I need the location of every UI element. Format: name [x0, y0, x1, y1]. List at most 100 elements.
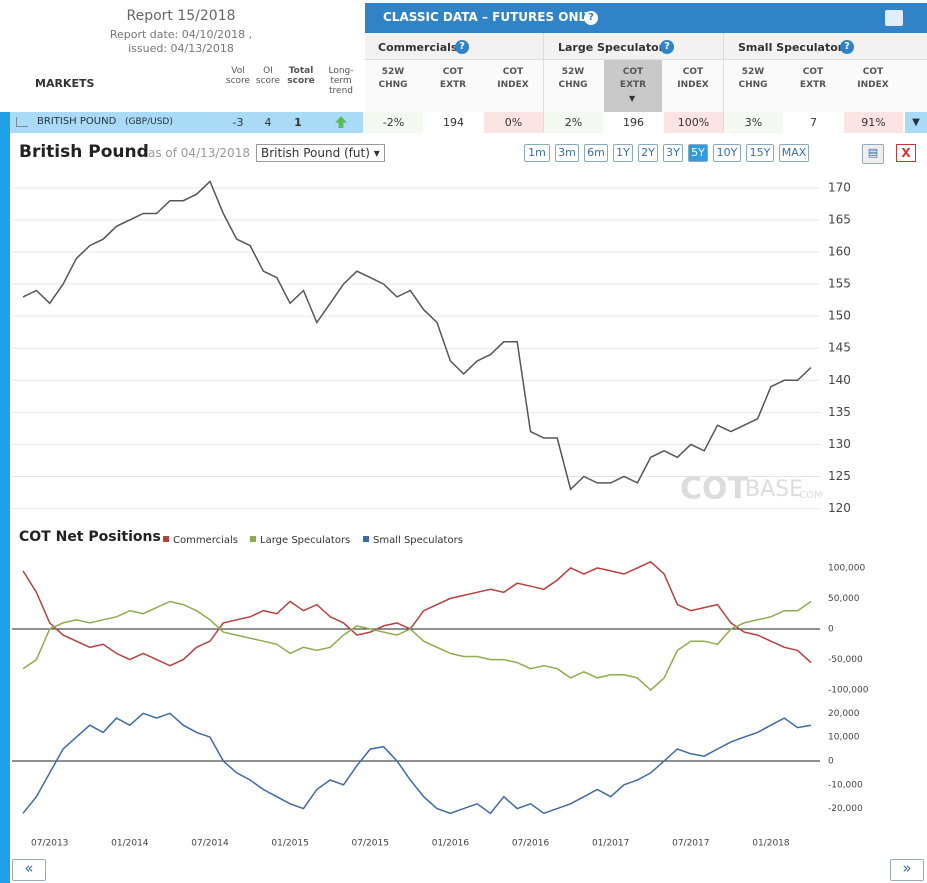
- range-button[interactable]: 3m: [555, 144, 579, 162]
- print-icon[interactable]: [885, 10, 903, 26]
- oi-score: 4: [264, 116, 272, 129]
- range-button[interactable]: 1Y: [613, 144, 633, 162]
- x-tick-label: 07/2013: [31, 839, 68, 849]
- y-tick-label: 125: [828, 469, 851, 483]
- nav-prev[interactable]: «: [12, 859, 46, 881]
- column-header[interactable]: COT: [502, 67, 524, 77]
- line-series: [22, 600, 812, 692]
- range-button[interactable]: 1m: [524, 144, 550, 162]
- legend-swatch: [250, 536, 256, 542]
- select-arrow: ▾: [369, 146, 380, 160]
- column-header[interactable]: 52W: [381, 67, 405, 77]
- score-header: OI: [263, 66, 273, 76]
- sorted-column: [604, 60, 662, 112]
- watermark: COT: [680, 472, 749, 507]
- range-button[interactable]: 5Y: [688, 144, 708, 162]
- market-name: BRITISH POUND: [37, 116, 117, 127]
- help-icon[interactable]: ?: [660, 40, 674, 54]
- column-header[interactable]: EXTR: [619, 80, 647, 90]
- y-tick-label: -10,000: [828, 780, 863, 790]
- watermark: .COM: [796, 490, 823, 501]
- column-header[interactable]: COT: [682, 67, 704, 77]
- watermark: BASE: [745, 477, 803, 502]
- print-icon: ▤: [862, 144, 884, 164]
- as-of: as of 04/13/2018: [148, 146, 250, 160]
- column-header[interactable]: 52W: [561, 67, 585, 77]
- data-cell: 0%: [484, 112, 543, 133]
- group-name: Small Speculators: [738, 41, 850, 54]
- row-bg: [10, 112, 363, 133]
- line-series: [22, 180, 812, 491]
- range-button[interactable]: 15Y: [746, 144, 774, 162]
- y-tick-label: -20,000: [828, 804, 863, 814]
- help-icon[interactable]: ?: [840, 40, 854, 54]
- data-cell: 196: [604, 112, 663, 133]
- help-icon[interactable]: ?: [455, 40, 469, 54]
- data-cell: 2%: [544, 112, 603, 133]
- legend-label: Large Speculators: [260, 535, 350, 546]
- y-tick-label: 130: [828, 437, 851, 451]
- data-cell: 100%: [664, 112, 723, 133]
- range-button[interactable]: 2Y: [638, 144, 658, 162]
- total-score: 1: [294, 116, 302, 129]
- x-tick-label: 01/2015: [271, 839, 308, 849]
- score-header: trend: [329, 86, 353, 96]
- legend-swatch: [363, 536, 369, 542]
- data-cell: -2%: [364, 112, 423, 133]
- y-tick-label: 10,000: [828, 733, 860, 743]
- y-tick-label: 0: [828, 625, 834, 635]
- column-header[interactable]: EXTR: [439, 80, 467, 90]
- column-header[interactable]: COT: [802, 67, 824, 77]
- vol-score: -3: [232, 116, 244, 129]
- y-tick-label: -100,000: [828, 686, 869, 696]
- column-header[interactable]: INDEX: [857, 80, 889, 90]
- column-header[interactable]: CHNG: [738, 80, 768, 90]
- score-header: term: [330, 76, 352, 86]
- range-button[interactable]: 10Y: [713, 144, 741, 162]
- close-button[interactable]: X: [896, 144, 916, 162]
- nav-next-label: »: [890, 859, 924, 881]
- markets-label: MARKETS: [35, 77, 95, 90]
- y-tick-label: 0: [828, 756, 834, 766]
- score-header: score: [287, 76, 315, 86]
- print-button[interactable]: ▤: [862, 144, 884, 164]
- x-tick-label: 01/2018: [752, 839, 790, 849]
- y-tick-label: 50,000: [828, 594, 860, 604]
- market-icon: [16, 117, 28, 127]
- row-dropdown[interactable]: ▼: [905, 112, 927, 133]
- column-header[interactable]: INDEX: [677, 80, 709, 90]
- x-tick-label: 07/2015: [352, 839, 389, 849]
- range-button[interactable]: 3Y: [663, 144, 683, 162]
- range-button[interactable]: MAX: [779, 144, 809, 162]
- score-header: Total: [288, 66, 314, 76]
- y-tick-label: 165: [828, 212, 851, 226]
- report-date: Report date: 04/10/2018 ,: [109, 28, 253, 41]
- column-header[interactable]: COT: [442, 67, 464, 77]
- line-series: [22, 712, 812, 815]
- cot-title: COT Net Positions: [19, 529, 161, 545]
- score-header: score: [255, 76, 281, 86]
- sort-arrow: ▼: [629, 94, 636, 103]
- column-header[interactable]: CHNG: [378, 80, 408, 90]
- group-divider: [543, 33, 544, 133]
- column-header[interactable]: CHNG: [558, 80, 588, 90]
- column-header[interactable]: INDEX: [497, 80, 529, 90]
- data-cell: 91%: [844, 112, 903, 133]
- column-header[interactable]: 52W: [741, 67, 765, 77]
- y-tick-label: 145: [828, 341, 851, 355]
- column-header[interactable]: EXTR: [799, 80, 827, 90]
- x-tick-label: 07/2017: [672, 839, 709, 849]
- column-header[interactable]: COT: [622, 67, 644, 77]
- column-header[interactable]: COT: [862, 67, 884, 77]
- nav-next[interactable]: »: [890, 859, 924, 881]
- market-select[interactable]: British Pound (fut) ▾: [256, 144, 385, 162]
- market-code: (GBP/USD): [125, 117, 173, 127]
- y-tick-label: 100,000: [828, 563, 865, 573]
- range-button[interactable]: 6m: [584, 144, 608, 162]
- classic-title: CLASSIC DATA – FUTURES ONLY: [383, 10, 593, 24]
- data-cell: 7: [784, 112, 843, 133]
- help-icon: ?: [584, 11, 598, 25]
- legend-label: Commercials: [173, 535, 238, 546]
- group-divider: [723, 33, 724, 133]
